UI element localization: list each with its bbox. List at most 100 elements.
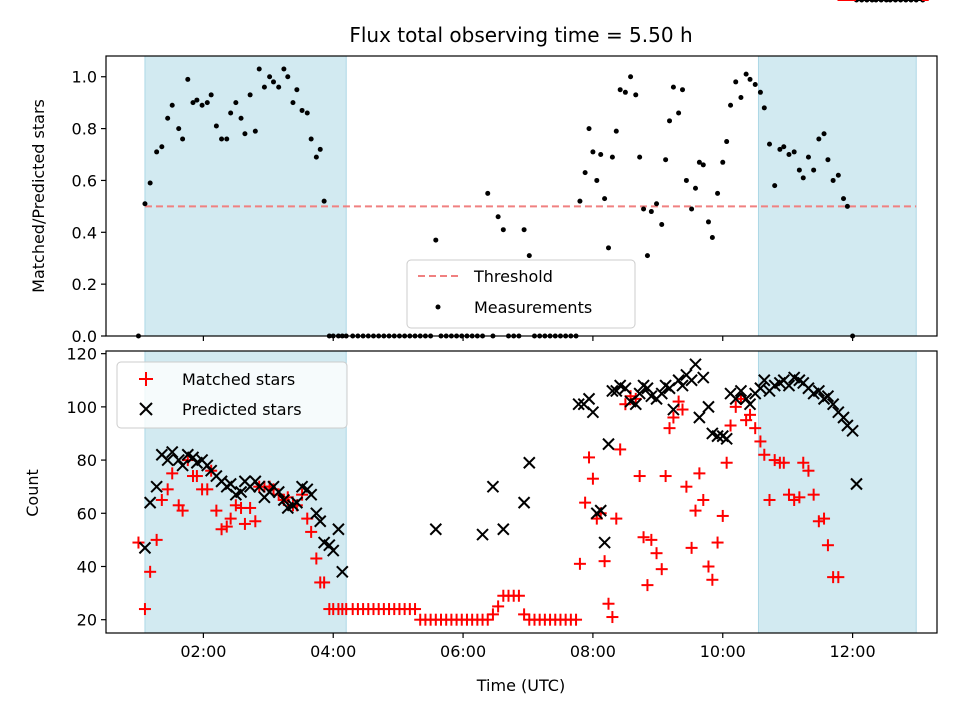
measurement-point [692,185,698,191]
measurement-point [294,87,300,93]
bottom-legend: Matched stars Predicted stars [116,361,348,429]
matched-star-marker [161,483,174,496]
measurement-point [689,206,695,212]
predicted-star-marker [332,523,345,536]
predicted-star-marker [172,453,185,467]
matched-star-marker [797,456,810,469]
measurement-point [709,234,715,240]
predicted-star-marker [150,480,163,493]
measurement-point [190,100,196,106]
matched-star-marker [793,491,806,504]
shaded-interval-2 [757,55,917,337]
measurement-point [577,198,583,204]
matched-star-marker [614,443,627,456]
predicted-star-marker [582,392,596,406]
measurement-point [199,102,205,108]
measurement-point [680,87,686,93]
predicted-star-marker [743,398,757,411]
matched-star-marker [812,515,825,528]
measurement-point [228,110,234,116]
measurement-point [767,141,773,147]
matched-star-marker [818,512,831,525]
predicted-star-marker [633,387,646,400]
predicted-star-marker [685,374,698,387]
matched-star-marker [481,613,494,626]
measurement-point [267,74,273,80]
matched-star-marker [150,533,163,546]
predicted-star-marker [253,480,266,493]
matched-star-marker [606,611,619,624]
matched-star-marker [305,525,318,538]
measurement-point [176,126,182,132]
shaded-interval-1 [144,55,347,337]
matched-star-marker [754,435,767,448]
measurement-point [238,115,244,121]
matched-star-marker [310,552,323,565]
measurement-point [609,154,615,160]
bottom-axes-frame [105,350,938,634]
predicted-star-marker [476,528,489,541]
measurement-point [830,177,836,183]
measurement-point [233,100,239,106]
measurement-point [586,126,592,132]
bottom-y-tick-label: 60 [77,504,97,523]
matched-star-marker [486,608,499,621]
predicted-star-marker [166,445,179,459]
predicted-star-marker [323,539,336,552]
chart-title: Flux total observing time = 5.50 h [349,23,692,47]
measurement-point [165,115,171,121]
predicted-legend-label: Predicted stars [182,400,302,419]
measurement-point [276,84,282,90]
matched-star-marker [176,504,189,517]
measurement-point [796,167,802,173]
measurement-point [313,154,319,160]
measurement-point [261,84,267,90]
matched-star-marker [659,470,672,483]
predicted-star-marker [821,390,835,403]
matched-star-marker [409,603,422,616]
measurement-point [622,89,628,95]
matched-star-marker [641,579,654,592]
x-tick-label: 02:00 [180,642,226,661]
measurement-point [194,97,200,103]
predicted-star-marker [629,398,642,411]
predicted-star-marker [234,485,248,499]
matched-star-marker [676,403,689,416]
measurement-point [590,149,596,155]
bottom-panel: 20 40 60 80 100 120 02:00 04:00 06:00 08:00 10:00… [23,0,938,695]
predicted-star-marker [249,475,262,488]
shaded-interval-2 [757,350,917,634]
top-y-tick-label: 1.0 [72,68,97,87]
top-y-tick-label: 0.6 [72,171,97,190]
matched-star-marker [650,547,663,560]
measurement-point [761,105,767,111]
matched-star-marker [244,501,257,514]
matched-star-marker [802,464,815,477]
matched-star-marker [598,555,611,568]
measurement-point [772,183,778,189]
x-tick-label: 04:00 [310,642,356,661]
measurement-point [242,131,248,137]
matched-star-marker [220,520,233,533]
predicted-star-marker [697,371,710,384]
measurement-point [811,167,817,173]
matched-star-marker [680,480,693,493]
matched-star-marker [667,411,680,424]
matched-star-marker [685,541,698,554]
matched-star-marker [729,400,742,413]
matched-star-marker [777,456,790,469]
bottom-x-ticks: 02:00 04:00 06:00 08:00 10:00 12:00 [180,633,876,661]
matched-star-marker [724,419,737,432]
matched-star-marker [224,512,237,525]
top-y-tick-label: 0.0 [72,327,97,346]
bottom-y-ticks: 20 40 60 80 100 120 [66,345,106,630]
matched-star-marker [768,454,781,467]
measurement-point [299,107,305,113]
matched-star-marker [807,488,820,501]
top-shaded-intervals [144,55,917,337]
predicted-star-marker [782,379,796,392]
measurement-point [835,172,841,178]
measurement-point [598,152,604,158]
matched-star-marker [720,456,733,469]
measurement-point [696,159,702,165]
